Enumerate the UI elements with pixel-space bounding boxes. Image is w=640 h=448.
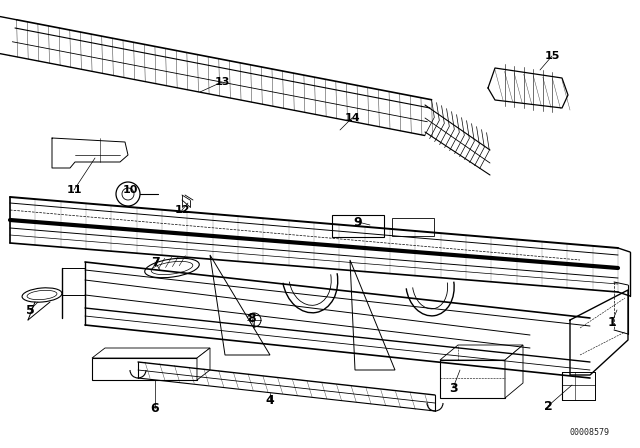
Text: 2: 2 xyxy=(543,400,552,413)
Text: 15: 15 xyxy=(544,51,560,61)
Polygon shape xyxy=(350,260,395,370)
Polygon shape xyxy=(210,255,270,355)
Text: 8: 8 xyxy=(248,311,256,324)
Text: 1: 1 xyxy=(607,315,616,328)
Polygon shape xyxy=(92,348,210,358)
Text: 5: 5 xyxy=(26,303,35,316)
Text: 13: 13 xyxy=(214,77,230,87)
Text: 11: 11 xyxy=(67,185,82,195)
Polygon shape xyxy=(197,348,210,380)
Text: 3: 3 xyxy=(449,382,458,395)
Ellipse shape xyxy=(145,258,199,278)
Polygon shape xyxy=(440,345,523,360)
Bar xyxy=(92,358,197,380)
Ellipse shape xyxy=(27,290,57,300)
Ellipse shape xyxy=(22,288,62,302)
Text: 4: 4 xyxy=(266,393,275,406)
Ellipse shape xyxy=(151,261,193,275)
Bar xyxy=(332,215,384,237)
Text: 12: 12 xyxy=(174,205,189,215)
Text: 6: 6 xyxy=(150,401,159,414)
Bar xyxy=(392,218,434,236)
Text: 9: 9 xyxy=(354,215,362,228)
Bar xyxy=(440,360,505,398)
Text: 10: 10 xyxy=(122,185,138,195)
Text: 7: 7 xyxy=(150,255,159,268)
Polygon shape xyxy=(505,345,523,398)
Text: 00008579: 00008579 xyxy=(570,427,610,436)
Text: 14: 14 xyxy=(344,113,360,123)
